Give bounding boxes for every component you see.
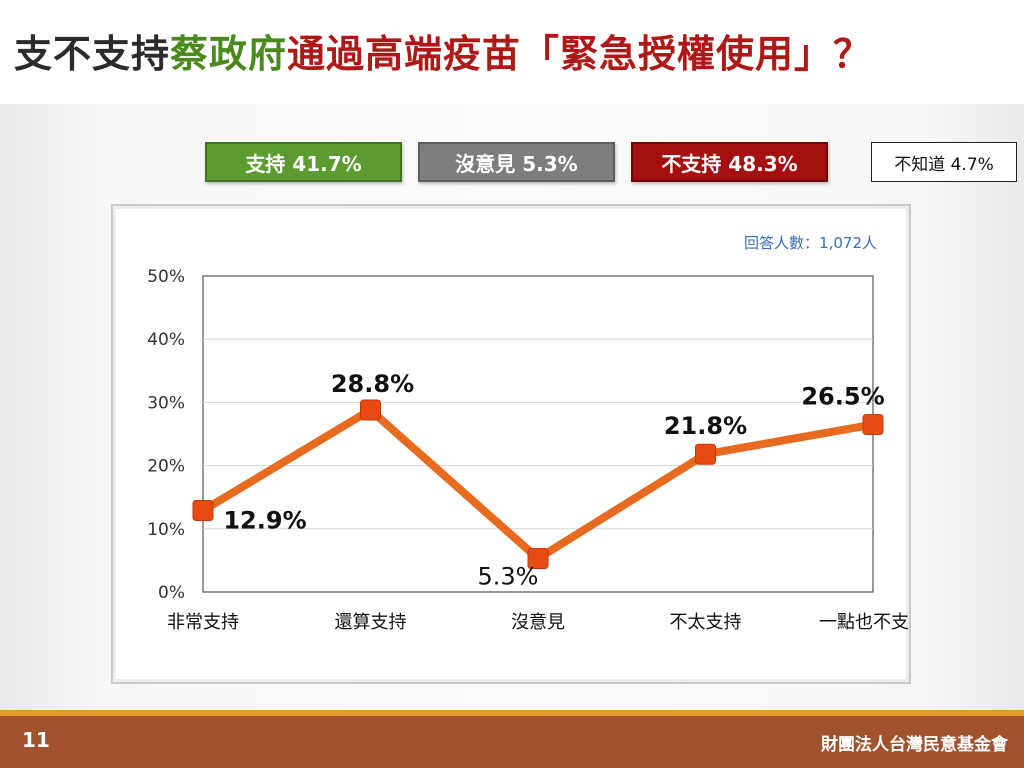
support-badge: 支持 41.7% [205,142,402,182]
respondent-count-annotation: 回答人數：1,072人 [744,234,877,252]
data-label: 26.5% [801,383,884,411]
plot-area-frame [202,275,874,593]
x-tick-label: 不太支持 [670,612,742,633]
data-point-marker [360,399,381,421]
data-point-marker [527,548,549,570]
data-point-marker [862,414,884,436]
footer-accent-line [0,710,1024,716]
series-line-group [192,399,884,570]
footer-bar: 11 財團法人台灣民意基金會 [0,716,1024,768]
oppose-badge: 不支持 48.3% [631,142,828,182]
y-tick-label: 10% [147,520,185,540]
y-tick-label: 20% [147,457,185,477]
unknown-badge: 不知道 4.7% [871,142,1017,182]
x-tick-label: 非常支持 [167,612,239,633]
x-tick-label: 一點也不支持 [819,612,909,633]
data-label: 28.8% [331,370,414,398]
data-point-marker [695,443,716,465]
x-tick-label: 還算支持 [335,612,407,633]
x-tick-label: 沒意見 [511,612,565,633]
title-part-1: 支不支持 [14,32,171,76]
data-point-marker [192,499,214,521]
y-tick-label: 40% [147,330,185,350]
y-tick-label: 50% [147,267,185,287]
data-labels: 12.9% 28.8% 5.3% 21.8% 26.5% [223,370,884,591]
y-tick-label: 30% [147,393,185,413]
data-label: 12.9% [223,506,306,534]
x-axis-ticks: 非常支持 還算支持 沒意見 不太支持 一點也不支持 [167,612,927,633]
title-part-3: 通過高端疫苗「緊急授權使用」？ [287,32,873,76]
data-label: 21.8% [664,412,747,440]
page-number: 11 [22,728,50,752]
page-title: 支不支持蔡政府通過高端疫苗「緊急授權使用」？ [14,24,872,84]
title-part-2: 蔡政府 [170,32,288,76]
neutral-badge: 沒意見 5.3% [418,142,615,182]
series-line [200,405,874,563]
y-axis-ticks: 0% 10% 20% 30% 40% 50% [147,267,185,603]
chart-container: 回答人數：1,072人 0% 10% 20% 30% 40% 50% 非常支持 還算支持 沒意… [111,204,927,684]
y-tick-label: 0% [158,583,185,603]
organization-name: 財團法人台灣民意基金會 [821,735,1008,755]
chart-grid [202,275,874,593]
data-label: 5.3% [478,563,539,591]
line-chart: 回答人數：1,072人 0% 10% 20% 30% 40% 50% 非常支持 還算支持 沒意… [147,234,927,633]
